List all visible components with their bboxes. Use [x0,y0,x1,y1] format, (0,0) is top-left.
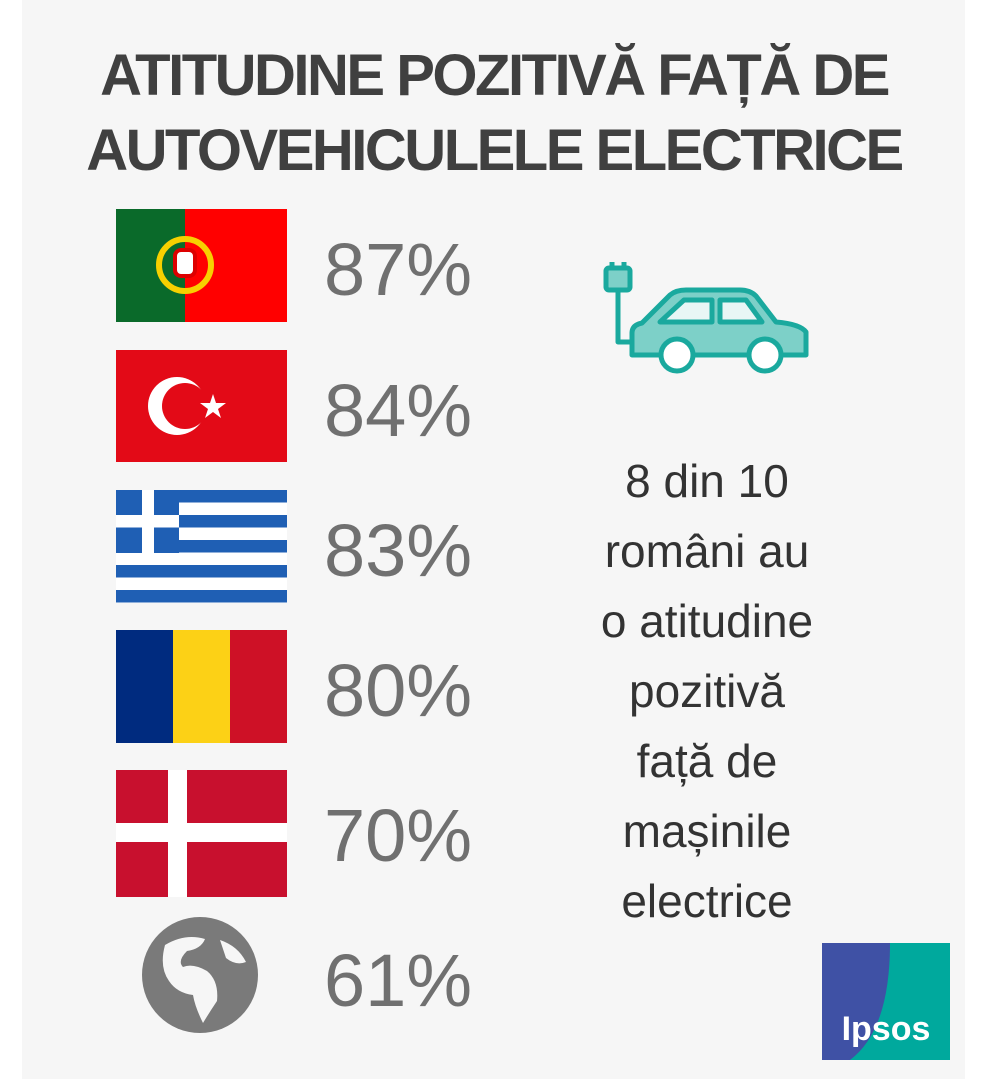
logo: Ipsos [822,943,950,1060]
percentage: 84% [324,369,472,452]
title-line: ATITUDINE POZITIVĂ FAȚĂ DE [100,43,889,108]
flag-romania [116,630,287,743]
note-line: o atitudine [601,595,813,647]
title-line: AUTOVEHICULELE ELECTRICE [86,118,902,183]
percentage: 87% [324,228,472,311]
flag-greece [116,490,287,603]
flag-turkey [116,350,287,462]
flag-portugal [116,209,287,322]
note-line: români au [605,525,810,577]
note-line: față de [637,735,778,787]
percentage: 83% [324,509,472,592]
percentage: 61% [324,939,472,1022]
note-line: mașinile [623,805,792,857]
note-line: 8 din 10 [625,455,789,507]
globe-icon [142,917,258,1033]
note-line: pozitivă [629,665,785,717]
electric-car-icon [603,262,809,374]
logo-text: Ipsos [842,1010,931,1048]
percentage: 80% [324,649,472,732]
flag-denmark [116,770,287,897]
note-line: electrice [621,875,792,927]
percentage: 70% [324,794,472,877]
